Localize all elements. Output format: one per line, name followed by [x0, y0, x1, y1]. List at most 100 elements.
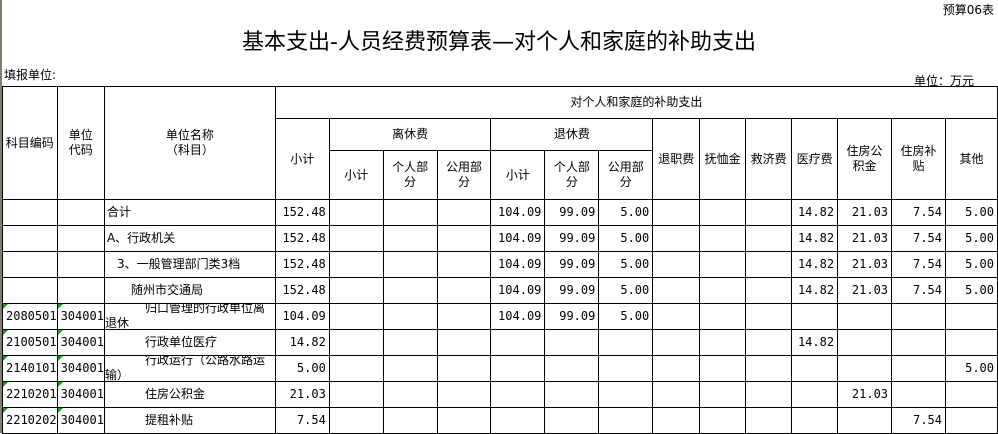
cell-value[interactable]	[382, 407, 438, 434]
cell-unit-name[interactable]: 行政运行（公路水路运输）	[103, 355, 276, 382]
cell-value[interactable]	[328, 407, 384, 434]
cell-value[interactable]	[544, 381, 600, 408]
cell-value[interactable]: 7.54	[891, 199, 946, 226]
cell-value[interactable]	[652, 303, 701, 330]
cell-subject-code[interactable]	[2, 199, 58, 226]
cell-subject-code[interactable]	[2, 225, 58, 252]
cell-value[interactable]	[382, 381, 438, 408]
cell-value[interactable]	[490, 381, 546, 408]
cell-value[interactable]	[652, 277, 701, 304]
cell-subject-code[interactable]	[2, 251, 58, 278]
cell-value[interactable]	[652, 355, 701, 382]
cell-value[interactable]	[791, 381, 839, 408]
cell-value[interactable]	[745, 277, 793, 304]
cell-value[interactable]	[328, 381, 384, 408]
cell-value[interactable]	[699, 381, 747, 408]
cell-value[interactable]: 5.00	[274, 355, 330, 382]
cell-value[interactable]: 14.82	[791, 225, 839, 252]
cell-value[interactable]	[328, 199, 384, 226]
cell-value[interactable]	[891, 381, 946, 408]
cell-unit-name[interactable]: 归口管理的行政单位离退休	[103, 303, 276, 330]
cell-subject-code[interactable]	[2, 277, 58, 304]
cell-value[interactable]	[382, 329, 438, 356]
cell-value[interactable]	[652, 199, 701, 226]
cell-value[interactable]	[436, 355, 492, 382]
cell-value[interactable]: 21.03	[837, 381, 893, 408]
cell-value[interactable]	[699, 407, 747, 434]
cell-value[interactable]: 5.00	[944, 225, 998, 252]
cell-value[interactable]	[328, 251, 384, 278]
cell-subject-code[interactable]: 2100501	[2, 329, 58, 356]
cell-value[interactable]	[745, 381, 793, 408]
cell-unit-code[interactable]	[56, 277, 105, 304]
cell-value[interactable]	[382, 355, 438, 382]
cell-value[interactable]	[436, 381, 492, 408]
cell-value[interactable]	[652, 329, 701, 356]
cell-value[interactable]: 104.09	[490, 225, 546, 252]
cell-value[interactable]	[328, 277, 384, 304]
cell-value[interactable]	[745, 355, 793, 382]
cell-value[interactable]: 21.03	[837, 277, 893, 304]
cell-subject-code[interactable]: 2210201	[2, 381, 58, 408]
cell-value[interactable]	[328, 329, 384, 356]
cell-value[interactable]	[652, 251, 701, 278]
cell-value[interactable]	[837, 303, 893, 330]
cell-value[interactable]	[652, 381, 701, 408]
cell-subject-code[interactable]: 2210202	[2, 407, 58, 434]
cell-value[interactable]	[382, 225, 438, 252]
cell-value[interactable]	[328, 303, 384, 330]
cell-unit-code[interactable]	[56, 199, 105, 226]
cell-unit-name[interactable]: 合计	[103, 199, 276, 226]
cell-value[interactable]: 5.00	[944, 199, 998, 226]
cell-value[interactable]	[699, 199, 747, 226]
cell-unit-code[interactable]	[56, 225, 105, 252]
cell-value[interactable]: 7.54	[891, 407, 946, 434]
cell-value[interactable]	[436, 329, 492, 356]
cell-value[interactable]	[436, 303, 492, 330]
cell-value[interactable]: 104.09	[490, 277, 546, 304]
cell-value[interactable]	[598, 381, 654, 408]
cell-subject-code[interactable]: 2080501	[2, 303, 58, 330]
cell-unit-code[interactable]: 304001	[56, 381, 105, 408]
cell-value[interactable]	[745, 303, 793, 330]
cell-value[interactable]	[699, 329, 747, 356]
cell-value[interactable]	[944, 407, 998, 434]
cell-value[interactable]: 14.82	[791, 199, 839, 226]
cell-unit-name[interactable]: A、行政机关	[103, 225, 276, 252]
cell-value[interactable]	[891, 355, 946, 382]
cell-unit-name[interactable]: 住房公积金	[103, 381, 276, 408]
cell-value[interactable]: 99.09	[544, 225, 600, 252]
cell-value[interactable]: 152.48	[274, 225, 330, 252]
cell-value[interactable]: 21.03	[274, 381, 330, 408]
cell-value[interactable]: 21.03	[837, 225, 893, 252]
cell-value[interactable]	[891, 329, 946, 356]
cell-unit-code[interactable]: 304001	[56, 407, 105, 434]
cell-value[interactable]	[436, 407, 492, 434]
cell-value[interactable]: 99.09	[544, 303, 600, 330]
cell-value[interactable]	[745, 251, 793, 278]
cell-value[interactable]	[699, 355, 747, 382]
cell-unit-code[interactable]	[56, 251, 105, 278]
cell-value[interactable]	[791, 303, 839, 330]
cell-value[interactable]	[382, 199, 438, 226]
cell-value[interactable]: 14.82	[791, 251, 839, 278]
cell-value[interactable]: 7.54	[891, 225, 946, 252]
cell-value[interactable]: 104.09	[274, 303, 330, 330]
cell-unit-code[interactable]: 304001	[56, 329, 105, 356]
cell-value[interactable]: 5.00	[944, 277, 998, 304]
cell-value[interactable]: 7.54	[891, 277, 946, 304]
cell-value[interactable]: 152.48	[274, 199, 330, 226]
cell-value[interactable]: 5.00	[598, 199, 654, 226]
cell-value[interactable]	[837, 329, 893, 356]
cell-value[interactable]	[490, 355, 546, 382]
cell-value[interactable]: 152.48	[274, 277, 330, 304]
cell-value[interactable]	[436, 225, 492, 252]
cell-value[interactable]	[328, 355, 384, 382]
cell-value[interactable]: 14.82	[791, 329, 839, 356]
cell-value[interactable]	[436, 199, 492, 226]
cell-value[interactable]	[745, 225, 793, 252]
cell-value[interactable]	[791, 407, 839, 434]
cell-value[interactable]: 5.00	[598, 251, 654, 278]
cell-value[interactable]: 104.09	[490, 303, 546, 330]
cell-value[interactable]: 152.48	[274, 251, 330, 278]
